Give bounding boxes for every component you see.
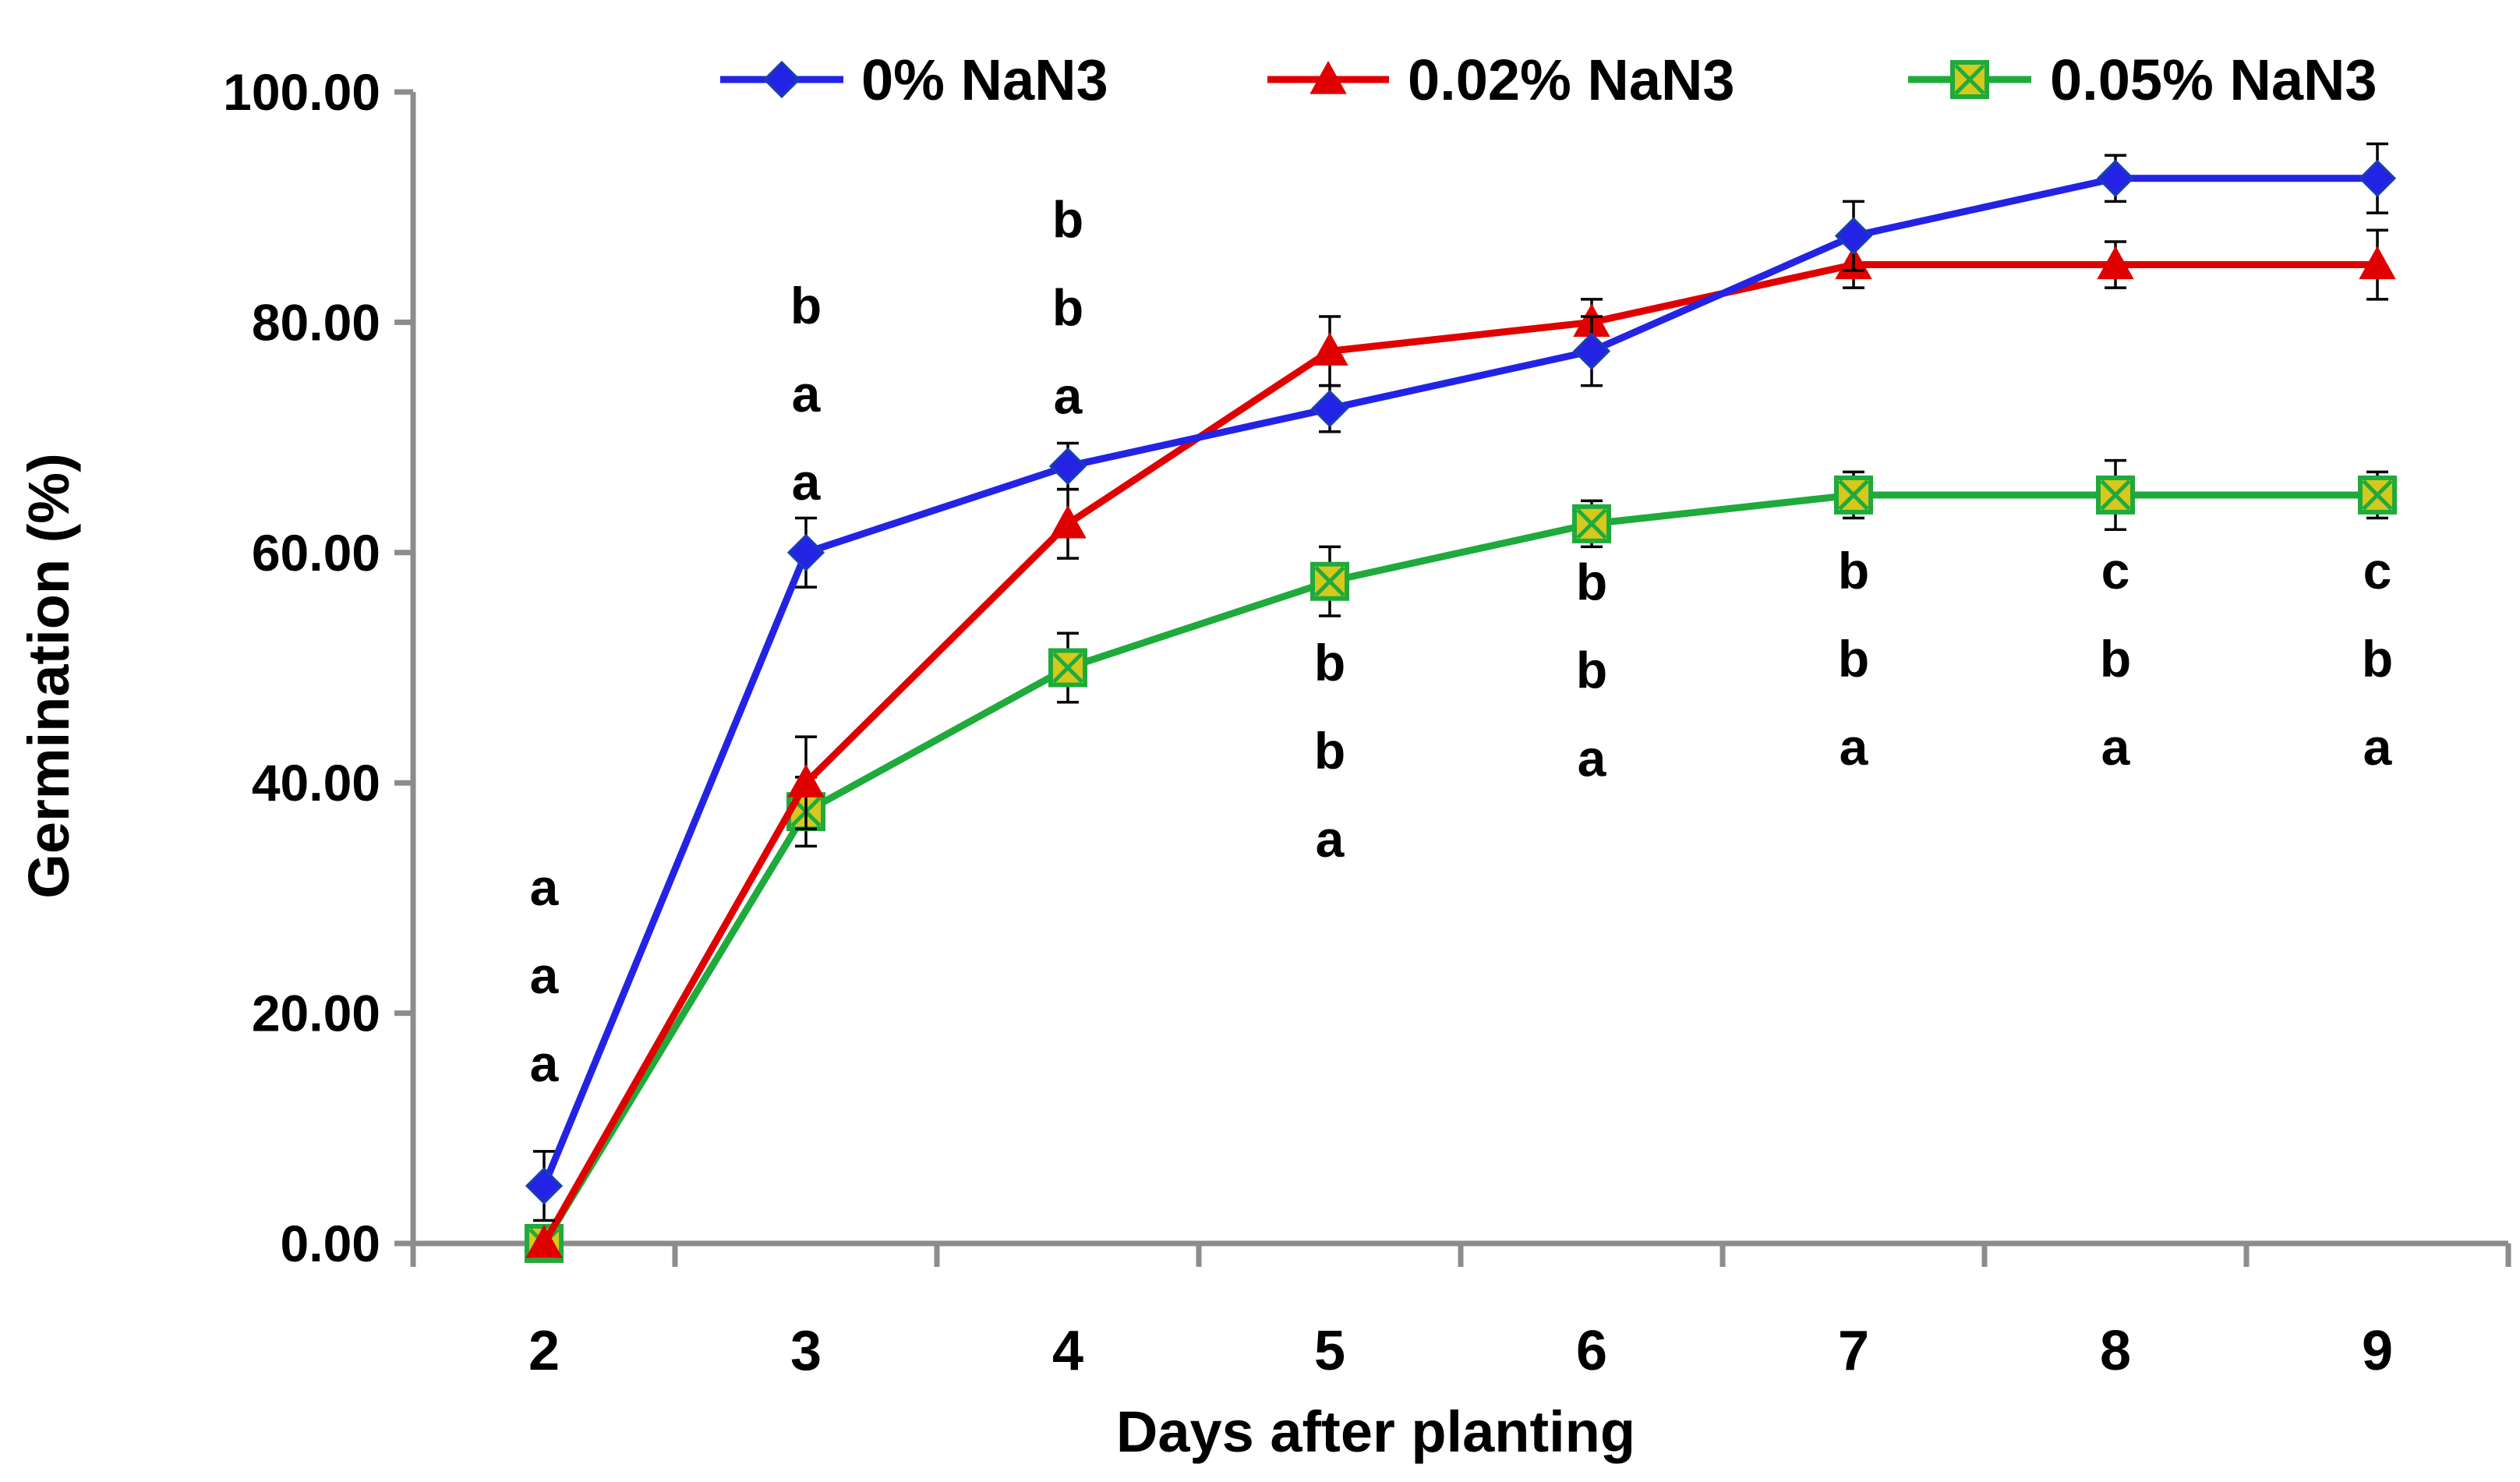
data-point-marker [1048,648,1087,688]
series-line [541,261,2377,1246]
y-axis-ticks: 0.00 20.00 40.00 60.00 80.00 100.00 [223,63,413,1272]
legend: 0% NaN3 0.02% NaN3 0.05% NaN3 [720,48,2377,112]
significance-letter: a [530,1035,560,1092]
data-point-marker [1572,504,1611,543]
x-tick-label: 5 [1314,1320,1345,1382]
data-point-marker [1950,60,1989,99]
legend-label: 0% NaN3 [861,48,1108,112]
marker-cross [1314,565,1345,597]
data-point-marker [1310,390,1349,428]
significance-letter: b [1052,278,1083,336]
data-point-marker [2358,475,2397,515]
legend-label: 0.02% NaN3 [1408,48,1735,112]
data-point-marker [1834,475,1873,515]
series-line [540,175,2377,1187]
x-tick-label: 6 [1576,1320,1607,1382]
legend-item: 0% NaN3 [720,48,1108,112]
data-point-marker [1572,332,1611,370]
marker-cross [1576,508,1607,539]
data-point-marker [2096,159,2135,197]
significance-letter: a [1054,366,1083,424]
data-point-marker [2097,246,2134,280]
significance-letter: b [1838,542,1869,600]
y-tick-label: 100.00 [223,63,380,121]
significance-letter: a [530,858,560,916]
data-point-marker [787,764,825,798]
series-line [541,491,2377,1246]
x-axis-title: Days after planting [1116,1399,1635,1464]
y-axis-title: Germination (%) [16,453,81,898]
data-point-marker [1311,332,1348,366]
data-point-marker [762,60,801,99]
significance-letter: a [1316,810,1345,868]
series-0 [525,142,2397,1222]
marker-cross [1954,64,1985,95]
marker-cross [2100,479,2131,511]
x-tick-label: 3 [790,1320,822,1382]
data-point-marker [525,1167,564,1205]
y-tick-label: 20.00 [252,985,380,1042]
x-tick-label: 2 [528,1320,560,1382]
data-point-marker [2359,246,2396,280]
significance-letter: c [2363,542,2392,600]
significance-letter: b [2362,630,2393,688]
legend-item: 0.02% NaN3 [1267,48,1735,112]
significance-letter: a [1578,730,1607,787]
x-tick-label: 8 [2100,1320,2131,1382]
y-tick-label: 40.00 [252,754,380,812]
x-axis-ticks: 2 3 4 5 6 7 8 9 [410,1243,2511,1382]
x-tick-label: 7 [1838,1320,1869,1382]
series-layer [525,142,2397,1263]
significance-letter: a [2363,718,2393,776]
data-point-marker [2358,159,2397,197]
data-point-marker [786,533,825,571]
significance-letter: b [2100,630,2131,688]
data-point-marker [1310,561,1349,601]
marker-cross [1838,479,1869,511]
legend-label: 0.05% NaN3 [2050,48,2377,112]
x-tick-label: 4 [1052,1320,1083,1382]
significance-letter: b [790,277,822,334]
data-point-marker [525,1224,563,1258]
marker-cross [1052,652,1083,684]
significance-letter: b [1838,630,1869,688]
significance-letter: a [530,946,560,1004]
marker-cross [2362,479,2393,511]
y-tick-label: 60.00 [252,524,380,582]
legend-item: 0.05% NaN3 [1908,48,2377,112]
significance-letter: b [1576,642,1607,699]
significance-letter: a [2101,718,2131,776]
significance-letter: c [2101,542,2130,600]
significance-letter: a [1840,718,1869,776]
significance-letter: b [1052,190,1083,248]
y-tick-label: 0.00 [281,1215,380,1272]
data-point-marker [1834,217,1873,255]
significance-letter: b [1314,722,1345,780]
significance-letter: a [792,453,822,511]
significance-letter: b [1576,554,1607,611]
data-point-marker [1049,504,1087,539]
y-tick-label: 80.00 [252,293,380,351]
data-point-marker [1309,60,1347,94]
data-point-marker [2096,475,2135,515]
significance-letter: b [1314,634,1345,691]
x-tick-label: 9 [2362,1320,2393,1382]
significance-letter: a [792,365,822,423]
data-point-marker [1048,447,1087,486]
